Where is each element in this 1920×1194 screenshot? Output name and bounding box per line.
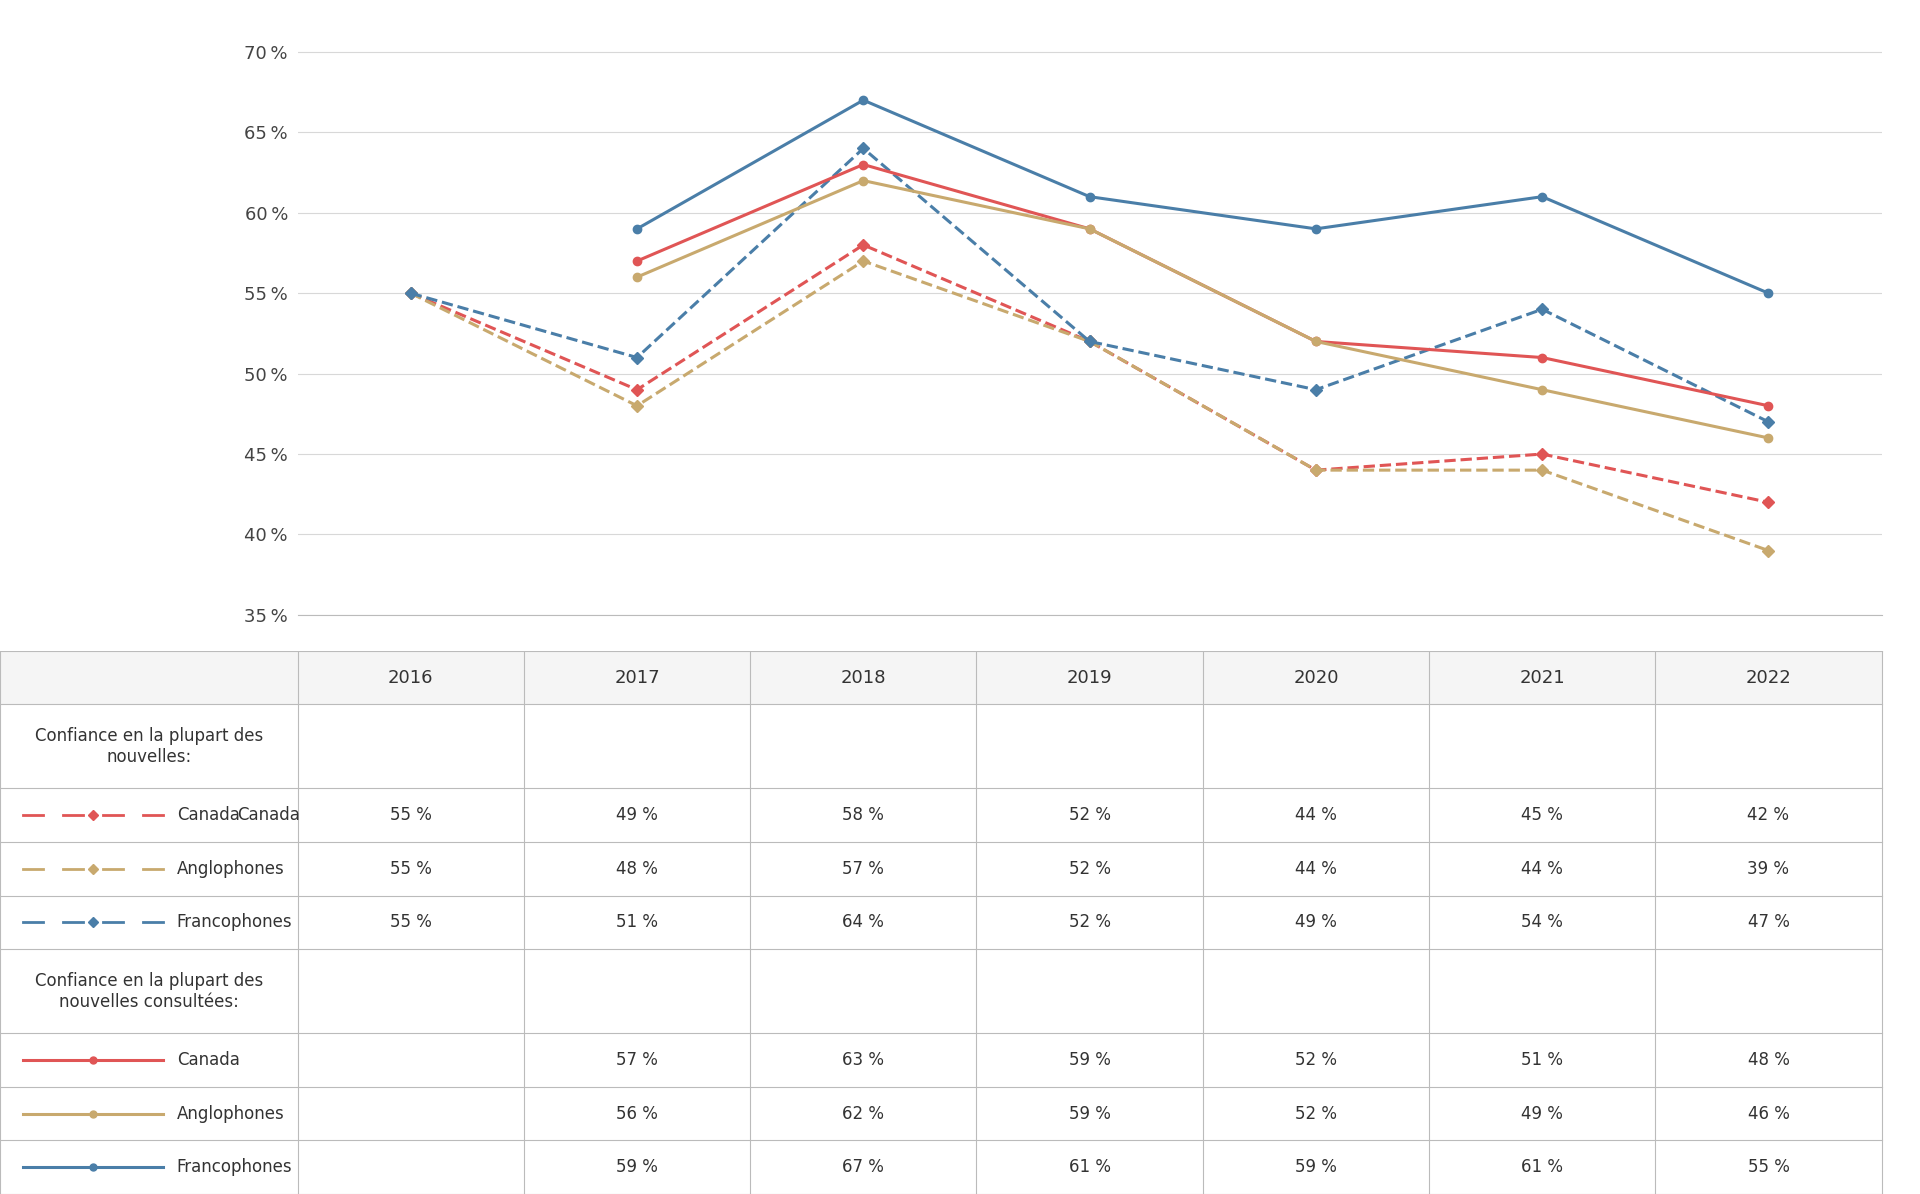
Text: 2020: 2020 [1294, 669, 1338, 687]
Text: 39 %: 39 % [1747, 860, 1789, 878]
Text: 67 %: 67 % [843, 1158, 885, 1176]
Text: Confiance en la plupart des
nouvelles consultées:: Confiance en la plupart des nouvelles co… [35, 972, 263, 1010]
Text: 44 %: 44 % [1294, 860, 1336, 878]
Text: 49 %: 49 % [1521, 1104, 1563, 1122]
Text: 59 %: 59 % [1069, 1051, 1110, 1069]
Text: 59 %: 59 % [1069, 1104, 1110, 1122]
Text: 2017: 2017 [614, 669, 660, 687]
Text: Francophones: Francophones [177, 913, 292, 931]
Text: 52 %: 52 % [1294, 1051, 1336, 1069]
Text: Canada: Canada [177, 806, 240, 824]
Text: 61 %: 61 % [1521, 1158, 1563, 1176]
Text: 59 %: 59 % [1294, 1158, 1336, 1176]
Text: 2018: 2018 [841, 669, 885, 687]
Text: 52 %: 52 % [1069, 913, 1110, 931]
Text: 48 %: 48 % [1747, 1051, 1789, 1069]
Text: 45 %: 45 % [1521, 806, 1563, 824]
Text: 52 %: 52 % [1069, 860, 1110, 878]
Text: 52 %: 52 % [1294, 1104, 1336, 1122]
Text: 2021: 2021 [1519, 669, 1565, 687]
Text: Canada: Canada [177, 1051, 240, 1069]
Text: 55 %: 55 % [1747, 1158, 1789, 1176]
Bar [0, 651, 1882, 704]
Text: Anglophones: Anglophones [177, 860, 284, 878]
Text: 49 %: 49 % [616, 806, 659, 824]
Text: 59 %: 59 % [616, 1158, 659, 1176]
Text: Canada: Canada [238, 806, 300, 824]
Text: 44 %: 44 % [1521, 860, 1563, 878]
Text: 51 %: 51 % [1521, 1051, 1563, 1069]
Text: 2019: 2019 [1068, 669, 1112, 687]
Text: 46 %: 46 % [1747, 1104, 1789, 1122]
Text: 58 %: 58 % [843, 806, 885, 824]
Text: 44 %: 44 % [1294, 806, 1336, 824]
Text: 48 %: 48 % [616, 860, 659, 878]
Text: 2022: 2022 [1745, 669, 1791, 687]
Text: 56 %: 56 % [616, 1104, 659, 1122]
Text: 55 %: 55 % [390, 913, 432, 931]
Text: 47 %: 47 % [1747, 913, 1789, 931]
Text: 49 %: 49 % [1294, 913, 1336, 931]
Text: 55 %: 55 % [390, 860, 432, 878]
Text: Francophones: Francophones [177, 1158, 292, 1176]
Text: 63 %: 63 % [843, 1051, 885, 1069]
Text: 55 %: 55 % [390, 806, 432, 824]
Text: 51 %: 51 % [616, 913, 659, 931]
Text: 2016: 2016 [388, 669, 434, 687]
Text: 57 %: 57 % [843, 860, 885, 878]
Text: 54 %: 54 % [1521, 913, 1563, 931]
Text: 64 %: 64 % [843, 913, 885, 931]
Text: 61 %: 61 % [1069, 1158, 1110, 1176]
Text: Confiance en la plupart des
nouvelles:: Confiance en la plupart des nouvelles: [35, 727, 263, 765]
Text: 52 %: 52 % [1069, 806, 1110, 824]
Text: 57 %: 57 % [616, 1051, 659, 1069]
Text: 62 %: 62 % [843, 1104, 885, 1122]
Text: 42 %: 42 % [1747, 806, 1789, 824]
Text: Anglophones: Anglophones [177, 1104, 284, 1122]
